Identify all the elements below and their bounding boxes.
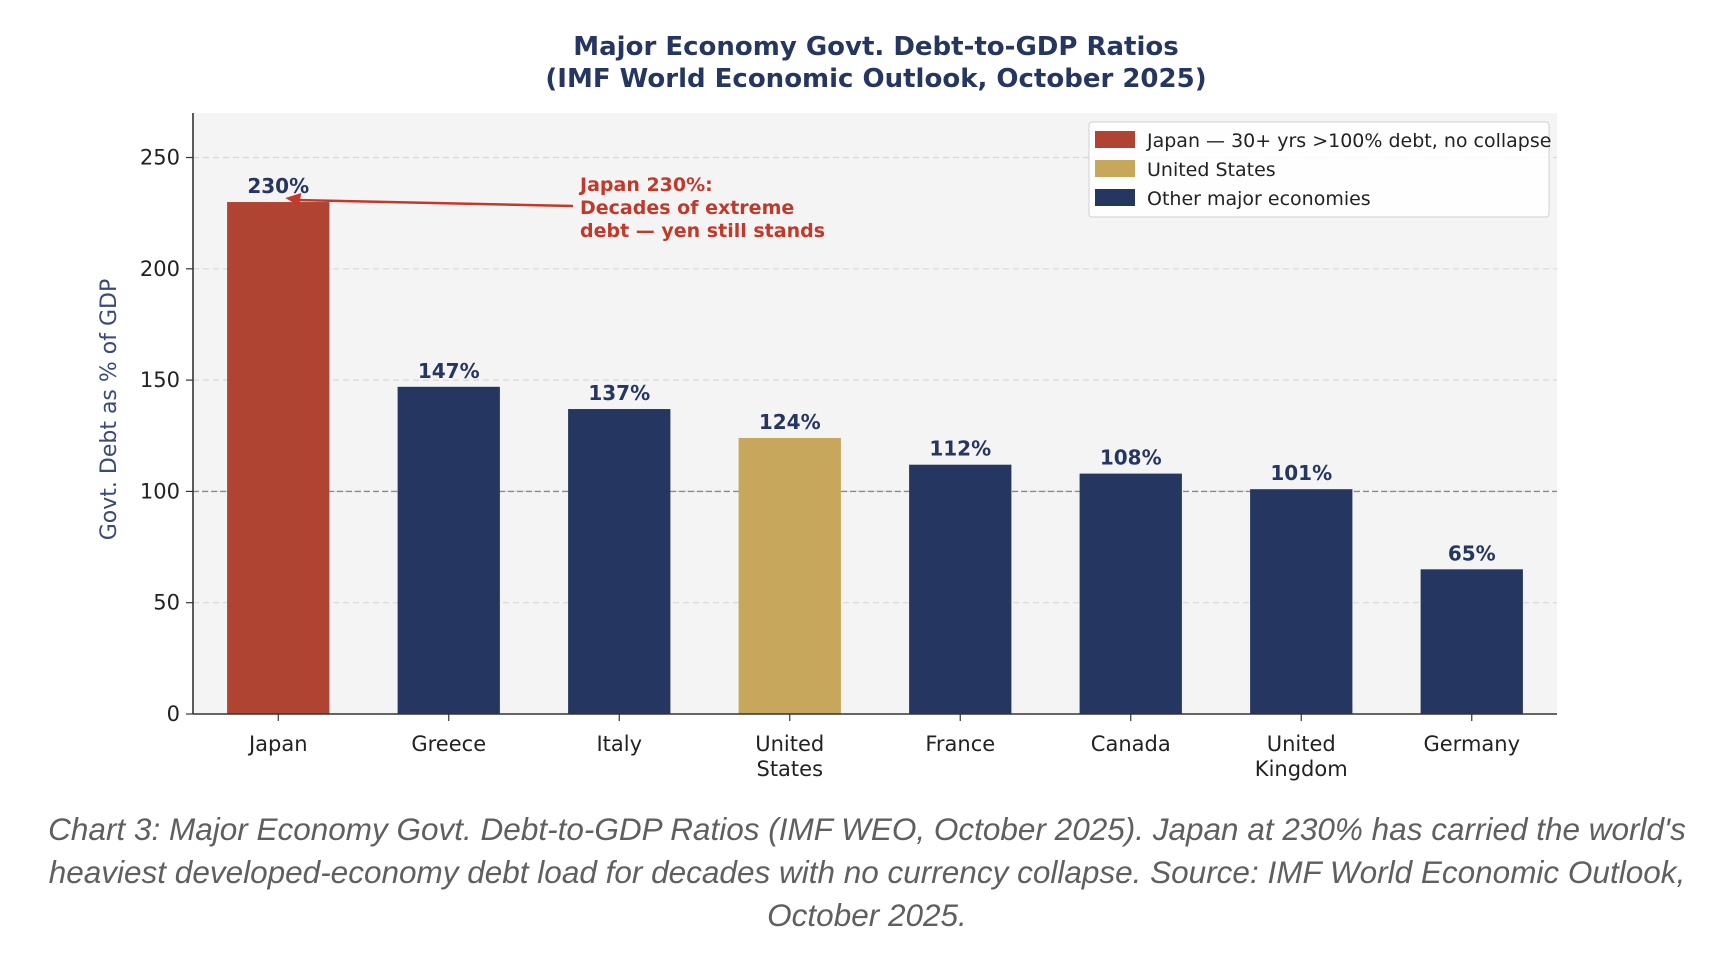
bar: [397, 386, 500, 714]
bar: [1420, 569, 1523, 714]
chart-title: Major Economy Govt. Debt-to-GDP Ratios: [573, 32, 1178, 62]
bar-value-label: 124%: [759, 410, 821, 434]
legend-box: [1088, 121, 1550, 218]
annotation-text: Japan 230%:: [578, 174, 713, 196]
bar: [1250, 489, 1353, 714]
debt-to-gdp-chart: Major Economy Govt. Debt-to-GDP Ratios (…: [97, 32, 1557, 781]
y-axis-label: Govt. Debt as % of GDP: [97, 279, 122, 541]
bar: [909, 464, 1012, 714]
bar: [227, 202, 330, 714]
legend-swatch: [1095, 160, 1135, 177]
y-tick-label: 150: [140, 368, 180, 392]
legend-swatch: [1095, 131, 1135, 148]
bar-value-label: 65%: [1448, 541, 1496, 565]
legend-label: Other major economies: [1147, 188, 1371, 210]
bar-value-label: 147%: [418, 359, 480, 383]
annotation-arrowhead: [285, 193, 302, 207]
chart-caption: Chart 3: Major Economy Govt. Debt-to-GDP…: [48, 811, 1686, 933]
bar-value-label: 101%: [1270, 461, 1332, 485]
y-tick-label: 250: [140, 146, 180, 170]
x-tick-label: States: [756, 757, 823, 781]
x-tick-label: Greece: [411, 732, 486, 756]
x-tick-label: United: [1267, 732, 1336, 756]
x-tick-label: Japan: [247, 732, 308, 756]
bar: [568, 409, 671, 714]
bar-value-label: 137%: [588, 381, 650, 405]
x-tick-label: United: [755, 732, 824, 756]
x-tick-label: Canada: [1091, 732, 1171, 756]
bar-value-label: 108%: [1100, 446, 1162, 470]
chart-subtitle: (IMF World Economic Outlook, October 202…: [545, 64, 1206, 94]
annotation-text: Decades of extreme: [580, 197, 794, 219]
x-tick-label: Kingdom: [1255, 757, 1348, 781]
legend-swatch: [1095, 189, 1135, 206]
bar: [738, 437, 841, 714]
bar: [1079, 473, 1182, 714]
y-tick-label: 100: [140, 479, 180, 503]
annotation-text: debt — yen still stands: [580, 220, 825, 242]
legend-label: United States: [1147, 159, 1276, 181]
x-tick-label: France: [925, 732, 995, 756]
y-tick-label: 0: [167, 702, 180, 726]
y-tick-label: 200: [140, 257, 180, 281]
legend-label: Japan — 30+ yrs >100% debt, no collapse: [1146, 130, 1551, 152]
bar-value-label: 112%: [929, 437, 991, 461]
x-tick-label: Germany: [1423, 732, 1520, 756]
annotation-arrow: [295, 198, 574, 208]
x-tick-label: Italy: [596, 732, 642, 756]
y-tick-label: 50: [153, 591, 180, 615]
